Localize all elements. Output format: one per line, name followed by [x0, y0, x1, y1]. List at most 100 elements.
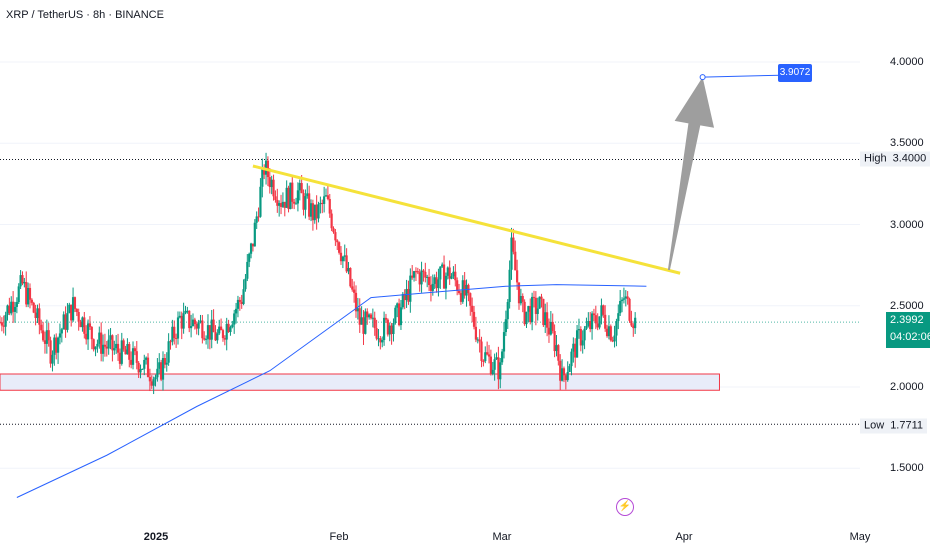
candle-body: [210, 319, 213, 340]
candle-body: [594, 315, 597, 324]
candle-body: [154, 377, 157, 380]
candle-body: [602, 305, 605, 315]
candle-body: [315, 204, 318, 219]
candle-body: [45, 330, 48, 344]
candle-body: [429, 284, 433, 291]
moving-average-line: [16, 284, 647, 498]
candle-body: [311, 203, 314, 221]
candle-body: [36, 308, 39, 318]
candle-body: [148, 377, 151, 382]
candle-body: [323, 196, 326, 204]
price-tick: 3.0000: [890, 219, 924, 231]
candle-body: [195, 324, 198, 329]
candle-body: [19, 275, 22, 287]
candle-body: [424, 271, 427, 278]
candle-body: [617, 313, 620, 322]
candle-body: [124, 349, 127, 355]
candle-body: [212, 319, 215, 333]
price-axis[interactable]: 4.0000 3.5000 3.0000 2.5000 2.0000 1.500…: [860, 0, 932, 530]
candle-body: [534, 297, 537, 314]
candle-body: [10, 301, 13, 314]
candle-body: [128, 344, 131, 360]
candle-body: [216, 333, 219, 341]
candle-body: [414, 271, 418, 273]
candle-body: [347, 268, 350, 272]
candle-body: [96, 343, 99, 347]
candle-body: [15, 302, 18, 307]
candle-body: [64, 314, 67, 330]
candle-body: [454, 271, 457, 281]
candle-body: [459, 293, 463, 302]
candle-body: [255, 216, 258, 223]
time-label: Feb: [329, 531, 349, 543]
candle-body: [544, 312, 547, 326]
candle-body: [150, 381, 153, 386]
candle-body: [371, 317, 374, 319]
candle-body: [574, 343, 577, 358]
candle-body: [285, 187, 288, 208]
candle-body: [517, 282, 521, 304]
candle-body: [276, 199, 279, 206]
candle-body: [604, 314, 607, 329]
candle-body: [605, 328, 609, 337]
candle-body: [609, 326, 612, 341]
candle-body: [229, 327, 232, 332]
candle-body: [437, 279, 440, 289]
candle-body: [388, 325, 391, 335]
target-price-label[interactable]: 3.9072: [778, 64, 812, 82]
candle-body: [173, 326, 176, 339]
candle-body: [81, 317, 84, 328]
time-axis[interactable]: 2025 Feb Mar Apr May: [0, 526, 871, 550]
last-price: 2.3992: [890, 314, 924, 326]
candle-body: [234, 308, 238, 314]
candle-body: [261, 167, 264, 187]
candle-body: [113, 348, 116, 351]
lightning-bolt-icon[interactable]: ⚡: [616, 498, 634, 516]
candle-body: [180, 315, 183, 329]
candle-body: [158, 362, 161, 369]
candle-body: [577, 329, 581, 331]
candle-body: [130, 359, 133, 365]
candle-body: [203, 338, 206, 340]
candle-body: [540, 296, 543, 299]
candle-body: [122, 340, 125, 350]
candle-body: [502, 332, 506, 352]
candle-body: [397, 303, 401, 326]
candle-body: [304, 196, 307, 210]
candle-body: [231, 324, 234, 328]
candle-body: [510, 237, 513, 270]
candle-body: [542, 298, 545, 326]
candle-body: [613, 335, 616, 342]
candle-body: [62, 314, 65, 330]
candle-body: [263, 167, 266, 175]
symbol-title[interactable]: XRP / TetherUS · 8h · BINANCE: [6, 9, 164, 21]
candle-body: [482, 360, 485, 362]
candle-body: [384, 317, 388, 320]
high-label-text: High: [864, 152, 887, 165]
candle-body: [536, 308, 539, 314]
candle-body: [169, 341, 172, 343]
candle-body: [278, 203, 281, 206]
candle-body: [579, 329, 582, 346]
candle-body: [199, 320, 202, 323]
candle-body: [486, 352, 489, 355]
candle-body: [394, 307, 397, 324]
candle-body: [504, 319, 507, 333]
candle-body: [590, 313, 594, 330]
candle-body: [452, 271, 455, 277]
candle-body: [476, 339, 479, 341]
price-tick: 3.5000: [890, 137, 924, 149]
candle-body: [407, 288, 410, 302]
candle-body: [624, 296, 627, 299]
candle-body: [620, 299, 624, 301]
candle-body: [116, 343, 120, 353]
candle-body: [145, 357, 148, 360]
candle-body: [107, 339, 110, 349]
candle-body: [435, 277, 438, 289]
candle-body: [257, 216, 260, 218]
candle-body: [208, 325, 211, 340]
candle-body: [34, 312, 37, 318]
candle-body: [566, 372, 569, 381]
candle-body: [190, 325, 193, 329]
